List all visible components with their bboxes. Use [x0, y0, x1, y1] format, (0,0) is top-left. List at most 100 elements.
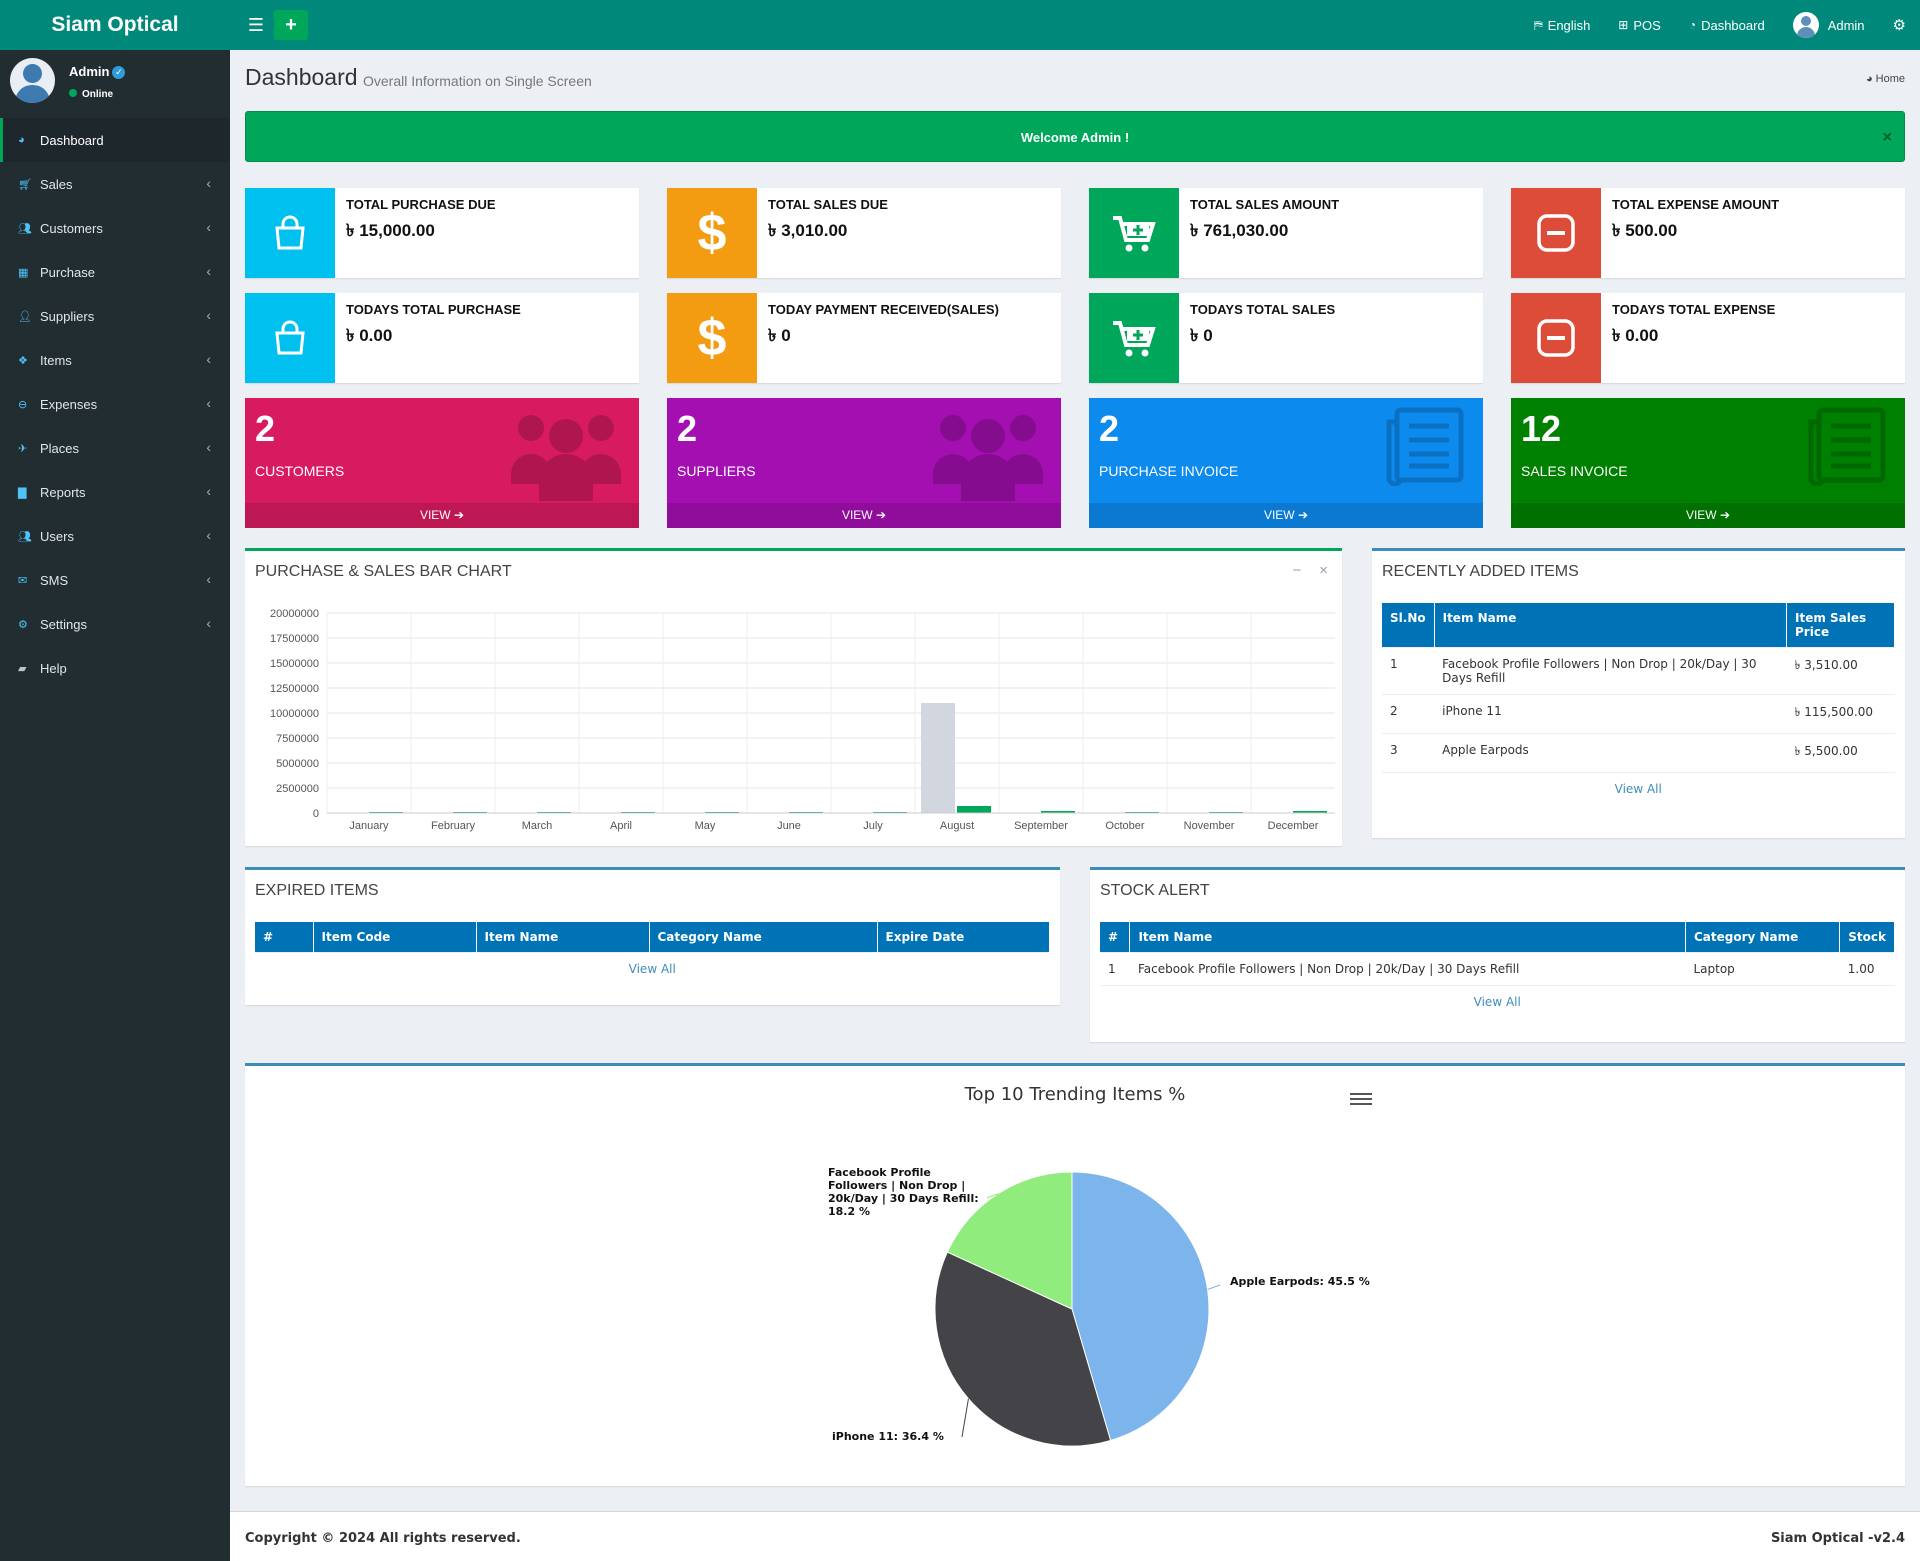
info-box-value: ৳ 761,030.00 [1190, 221, 1289, 240]
app-logo[interactable]: Siam Optical [51, 13, 179, 36]
recent-items-box: RECENTLY ADDED ITEMS Sl.No Item Name Ite… [1372, 548, 1905, 838]
close-icon[interactable]: × [1882, 129, 1892, 146]
sidebar-item-label: Sales [40, 176, 73, 192]
col-header[interactable]: # [255, 922, 314, 953]
expired-items-table-wrapper: # Item Code Item Name Category Name Expi… [255, 922, 1050, 985]
language-menu[interactable]: ⛿ English [1520, 0, 1604, 50]
users-icon: 👥︎ [18, 530, 32, 543]
sidebar-item-dashboard[interactable]: ◕ Dashboard [0, 118, 230, 162]
sales-invoice-view-button[interactable]: VIEW ➔ [1511, 503, 1905, 528]
sidebar-item-users[interactable]: 👥︎ Users ‹ [0, 514, 230, 558]
chevron-left-icon: ‹ [206, 263, 211, 279]
sidebar-item-settings[interactable]: ⚙ Settings ‹ [0, 602, 230, 646]
chevron-left-icon: ‹ [206, 571, 211, 587]
sidebar-item-suppliers[interactable]: 👤︎ Suppliers ‹ [0, 294, 230, 338]
stat-box-purchase-invoice: 2 PURCHASE INVOICE VIEW ➔ [1089, 398, 1483, 528]
expired-items-table: # Item Code Item Name Category Name Expi… [255, 922, 1050, 985]
x-tick-label: March [522, 820, 553, 832]
dashboard-icon: ◕ [1865, 73, 1876, 85]
sidebar-item-help[interactable]: ▰ Help [0, 646, 230, 690]
col-header[interactable]: Item Name [476, 922, 650, 953]
info-box-value: ৳ 3,010.00 [768, 221, 848, 240]
minus-square-icon [1511, 188, 1601, 278]
sidebar-item-label: Help [40, 660, 67, 676]
sidebar-item-sales[interactable]: 🛒︎ Sales ‹ [0, 162, 230, 206]
dollar-icon: $ [667, 293, 757, 383]
user-menu[interactable]: Admin [1779, 0, 1879, 50]
sidebar-item-places[interactable]: ✈ Places ‹ [0, 426, 230, 470]
customers-view-button[interactable]: VIEW ➔ [245, 503, 639, 528]
breadcrumb[interactable]: ◕ Home [1866, 73, 1905, 85]
pos-link[interactable]: ⊞ POS [1604, 0, 1675, 50]
x-tick-label: May [695, 820, 716, 832]
sidebar-item-label: SMS [40, 572, 69, 588]
info-box-total-expense-amount: TOTAL EXPENSE AMOUNT ৳ 500.00 [1511, 188, 1905, 278]
x-tick-label: December [1268, 820, 1319, 832]
view-all-link[interactable]: View All [1614, 782, 1662, 796]
trending-items-pie-chart: Top 10 Trending Items % Apple Earpods: 45… [828, 1084, 1370, 1447]
cubes-icon: ❖ [18, 354, 28, 367]
sidebar-item-customers[interactable]: 👥︎ Customers ‹ [0, 206, 230, 250]
bar [1293, 811, 1327, 813]
suppliers-view-button[interactable]: VIEW ➔ [667, 503, 1061, 528]
col-header[interactable]: Stock [1839, 922, 1895, 953]
user-plus-icon: 👤︎ [18, 310, 32, 323]
purchase-invoice-view-button[interactable]: VIEW ➔ [1089, 503, 1483, 528]
x-tick-label: October [1105, 820, 1144, 832]
info-box-label: TODAYS TOTAL PURCHASE [346, 302, 521, 317]
col-header[interactable]: Item Code [313, 922, 477, 953]
sidebar-item-reports[interactable]: ▇ Reports ‹ [0, 470, 230, 514]
col-header[interactable]: Category Name [649, 922, 878, 953]
info-box-label: TOTAL PURCHASE DUE [346, 197, 496, 212]
user-status-text: Online [82, 89, 114, 100]
bar-chart-icon: ▇ [18, 486, 27, 499]
cell: 3 [1382, 733, 1435, 773]
info-box-label: TOTAL SALES DUE [768, 197, 888, 212]
page-subtitle: Overall Information on Single Screen [363, 73, 592, 89]
info-box-label: TODAYS TOTAL SALES [1190, 302, 1336, 317]
minimize-icon[interactable]: − [1292, 562, 1302, 579]
avatar [10, 58, 55, 103]
stock-alert-view-all[interactable]: View All [1100, 985, 1895, 1018]
col-header[interactable]: Sl.No [1382, 603, 1435, 648]
chart-menu-icon[interactable] [1350, 1090, 1372, 1108]
view-all-link[interactable]: View All [1473, 995, 1521, 1009]
expired-items-view-all[interactable]: View All [255, 952, 1050, 985]
users-icon: 👥︎ [18, 222, 32, 235]
dashboard-link[interactable]: ◔ Dashboard [1675, 0, 1779, 50]
shopping-bag-icon [245, 188, 335, 278]
sidebar-item-items[interactable]: ❖ Items ‹ [0, 338, 230, 382]
cell: 1 [1382, 647, 1435, 695]
close-icon[interactable]: × [1319, 562, 1328, 579]
info-box-value: ৳ 500.00 [1612, 221, 1678, 240]
sidebar-toggle-icon[interactable]: ☰ [247, 15, 265, 35]
stock-alert-title: STOCK ALERT [1100, 882, 1210, 899]
info-box-label: TOTAL SALES AMOUNT [1190, 197, 1340, 212]
y-tick-label: 15000000 [270, 658, 319, 670]
sidebar-item-sms[interactable]: ✉ SMS ‹ [0, 558, 230, 602]
col-header[interactable]: Item Name [1434, 603, 1788, 648]
info-box-total-sales-due: $ TOTAL SALES DUE ৳ 3,010.00 [667, 188, 1061, 278]
cell: Laptop [1685, 952, 1840, 986]
col-header[interactable]: Item Sales Price [1786, 603, 1895, 648]
col-header[interactable]: Category Name [1685, 922, 1841, 953]
col-header[interactable]: # [1100, 922, 1131, 953]
stat-box-customers: 2 CUSTOMERS VIEW ➔ [245, 398, 639, 528]
language-icon: ⛿ [1533, 17, 1543, 32]
top-nav-links: ⛿ English ⊞ POS ◔ Dashboard Admin ⚙ [1520, 0, 1920, 50]
view-all-link[interactable]: View All [628, 962, 676, 976]
dollar-icon: $ [667, 188, 757, 278]
users-icon [933, 415, 1043, 501]
control-sidebar-toggle[interactable]: ⚙ [1879, 0, 1920, 50]
col-header[interactable]: Item Name [1129, 922, 1686, 953]
quick-add-button[interactable]: + [274, 10, 308, 40]
chevron-left-icon: ‹ [206, 527, 211, 543]
minus-square-icon [1511, 293, 1601, 383]
page-title: Dashboard [245, 64, 358, 90]
recent-items-view-all[interactable]: View All [1382, 772, 1895, 805]
x-tick-label: April [610, 820, 632, 832]
box-tools: − × [1292, 562, 1328, 579]
sidebar-item-purchase[interactable]: ▦ Purchase ‹ [0, 250, 230, 294]
sidebar-item-expenses[interactable]: ⊖ Expenses ‹ [0, 382, 230, 426]
col-header[interactable]: Expire Date [877, 922, 1050, 953]
